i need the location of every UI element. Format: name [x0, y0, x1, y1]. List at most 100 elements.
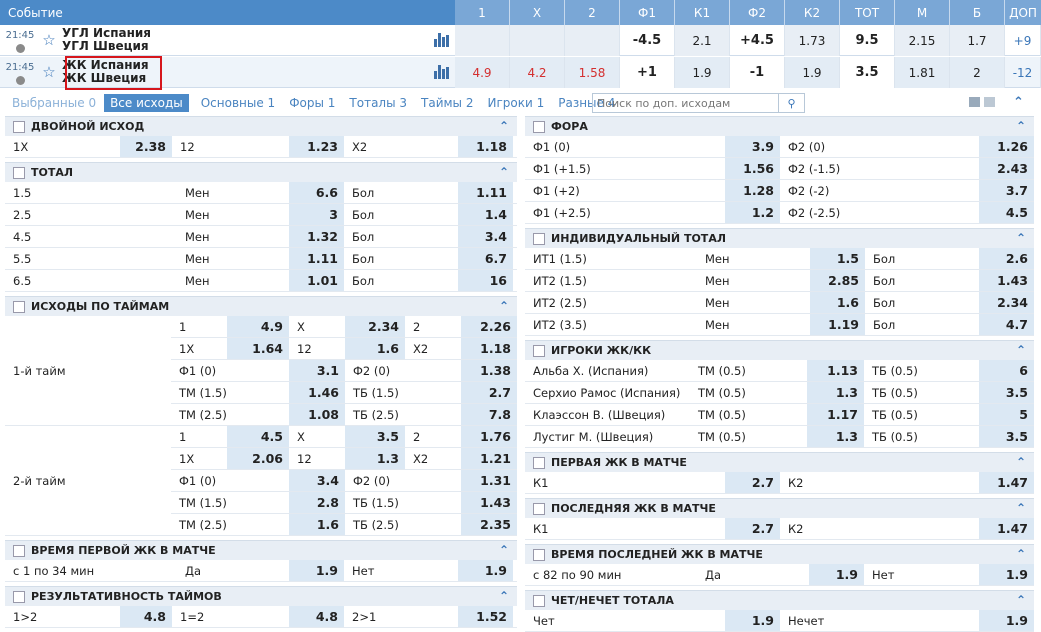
- odd-value[interactable]: 2.34: [979, 292, 1034, 313]
- odd-value[interactable]: 1.47: [979, 518, 1034, 539]
- team-1[interactable]: ЖК Испания: [62, 58, 149, 72]
- event-row[interactable]: 21:45 ☆ УГЛ Испания УГЛ Швеция -4.5 2.1 +…: [0, 25, 1041, 56]
- collapse-icon[interactable]: ⌃: [1015, 547, 1026, 561]
- odd-value[interactable]: 2.06: [227, 448, 289, 469]
- odd-value[interactable]: 4.5: [227, 426, 289, 447]
- collapse-icon[interactable]: ⌃: [1015, 231, 1026, 245]
- odd-value[interactable]: 1.17: [807, 404, 864, 425]
- odd-value[interactable]: 1.4: [458, 204, 513, 225]
- collapse-all-icon[interactable]: ⌃: [1013, 95, 1024, 110]
- odd-value[interactable]: 1.28: [725, 180, 780, 201]
- checkbox[interactable]: [13, 544, 25, 557]
- stats-icon[interactable]: [434, 65, 449, 79]
- team-2[interactable]: УГЛ Швеция: [62, 39, 149, 53]
- odd-cell[interactable]: 1.7: [950, 25, 1005, 56]
- odd-value[interactable]: 1.64: [227, 338, 289, 359]
- tab-misc[interactable]: Разные 4: [558, 95, 616, 110]
- odd-value[interactable]: 2.7: [725, 518, 780, 539]
- odd-value[interactable]: 4.5: [979, 202, 1034, 223]
- star-icon[interactable]: ☆: [42, 63, 56, 81]
- odd-value[interactable]: 1.76: [461, 426, 517, 447]
- list-view-icon[interactable]: [984, 97, 995, 107]
- odd-value[interactable]: 2.35: [461, 514, 517, 535]
- odd-value[interactable]: 1.3: [345, 448, 405, 469]
- checkbox[interactable]: [533, 456, 545, 469]
- odd-value[interactable]: 1.5: [810, 248, 865, 269]
- checkbox[interactable]: [533, 120, 545, 133]
- team-1[interactable]: УГЛ Испания: [62, 26, 151, 40]
- odd-value[interactable]: 1.08: [289, 404, 345, 425]
- collapse-icon[interactable]: ⌃: [498, 165, 509, 179]
- odd-value[interactable]: 1.18: [458, 136, 513, 157]
- checkbox[interactable]: [13, 590, 25, 603]
- odd-value[interactable]: 1.52: [458, 606, 513, 627]
- checkbox[interactable]: [533, 502, 545, 515]
- odd-value[interactable]: 1.3: [807, 382, 864, 403]
- more-outcomes-link[interactable]: +9: [1005, 25, 1041, 56]
- odd-cell[interactable]: 2: [950, 57, 1005, 88]
- search-input[interactable]: Поиск по доп. исходам ⚲: [592, 93, 805, 113]
- odd-value[interactable]: 6.7: [458, 248, 513, 269]
- odd-value[interactable]: 3.5: [979, 382, 1034, 403]
- tab-selected[interactable]: Выбранные 0: [12, 95, 97, 110]
- collapse-icon[interactable]: ⌃: [1015, 501, 1026, 515]
- odd-cell[interactable]: 4.2: [510, 57, 565, 88]
- odd-value[interactable]: 3.7: [979, 180, 1034, 201]
- odd-value[interactable]: 1.6: [289, 514, 345, 535]
- odd-cell[interactable]: 1.9: [675, 57, 730, 88]
- odd-value[interactable]: 2.7: [725, 472, 780, 493]
- odd-cell[interactable]: 1.58: [565, 57, 620, 88]
- odd-value[interactable]: 1.23: [289, 136, 344, 157]
- odd-value[interactable]: 1.6: [810, 292, 865, 313]
- odd-value[interactable]: 4.8: [120, 606, 172, 627]
- odd-value[interactable]: 2.7: [461, 382, 517, 403]
- odd-value[interactable]: 4.8: [289, 606, 344, 627]
- odd-value[interactable]: 1.19: [810, 314, 865, 335]
- tab-halves[interactable]: Таймы 2: [421, 95, 474, 110]
- tab-handicaps[interactable]: Форы 1: [289, 95, 336, 110]
- checkbox[interactable]: [533, 594, 545, 607]
- odd-value[interactable]: 1.2: [725, 202, 780, 223]
- odd-value[interactable]: 1.11: [458, 182, 513, 203]
- odd-value[interactable]: 1.9: [725, 610, 780, 631]
- odd-value[interactable]: 1.9: [458, 560, 513, 581]
- odd-cell[interactable]: 1.81: [895, 57, 950, 88]
- odd-value[interactable]: 1.43: [461, 492, 517, 513]
- odd-value[interactable]: 1.11: [289, 248, 344, 269]
- checkbox[interactable]: [533, 232, 545, 245]
- odd-value[interactable]: 2.43: [979, 158, 1034, 179]
- collapse-icon[interactable]: ⌃: [1015, 455, 1026, 469]
- checkbox[interactable]: [13, 120, 25, 133]
- odd-value[interactable]: 1.43: [979, 270, 1034, 291]
- odd-value[interactable]: 3.4: [289, 470, 345, 491]
- star-icon[interactable]: ☆: [42, 31, 56, 49]
- odd-value[interactable]: 1.31: [461, 470, 517, 491]
- collapse-icon[interactable]: ⌃: [498, 543, 509, 557]
- checkbox[interactable]: [13, 300, 25, 313]
- odd-value[interactable]: 1.3: [807, 426, 864, 447]
- search-icon[interactable]: ⚲: [778, 94, 804, 112]
- odd-value[interactable]: 1.13: [807, 360, 864, 381]
- odd-value[interactable]: 2.34: [345, 316, 405, 337]
- odd-value[interactable]: 1.38: [461, 360, 517, 381]
- team-2[interactable]: ЖК Швеция: [62, 71, 147, 85]
- odd-value[interactable]: 7.8: [461, 404, 517, 425]
- odd-value[interactable]: 1.6: [345, 338, 405, 359]
- odd-value[interactable]: 3: [289, 204, 344, 225]
- odd-value[interactable]: 1.46: [289, 382, 345, 403]
- odd-value[interactable]: 1.18: [461, 338, 517, 359]
- odd-value[interactable]: 1.01: [289, 270, 344, 291]
- odd-value[interactable]: 1.9: [289, 560, 344, 581]
- odd-value[interactable]: 1.26: [979, 136, 1034, 157]
- event-row[interactable]: 21:45 ☆ ЖК Испания ЖК Швеция 4.9 4.2 1.58…: [0, 57, 1041, 88]
- odd-value[interactable]: 2.6: [979, 248, 1034, 269]
- odd-cell[interactable]: 2.15: [895, 25, 950, 56]
- odd-value[interactable]: 2.26: [461, 316, 517, 337]
- collapse-icon[interactable]: ⌃: [498, 299, 509, 313]
- tab-main[interactable]: Основные 1: [200, 95, 276, 110]
- odd-value[interactable]: 5: [979, 404, 1034, 425]
- odd-value[interactable]: 4.9: [227, 316, 289, 337]
- checkbox[interactable]: [533, 548, 545, 561]
- checkbox[interactable]: [533, 344, 545, 357]
- odd-value[interactable]: 1.9: [979, 564, 1034, 585]
